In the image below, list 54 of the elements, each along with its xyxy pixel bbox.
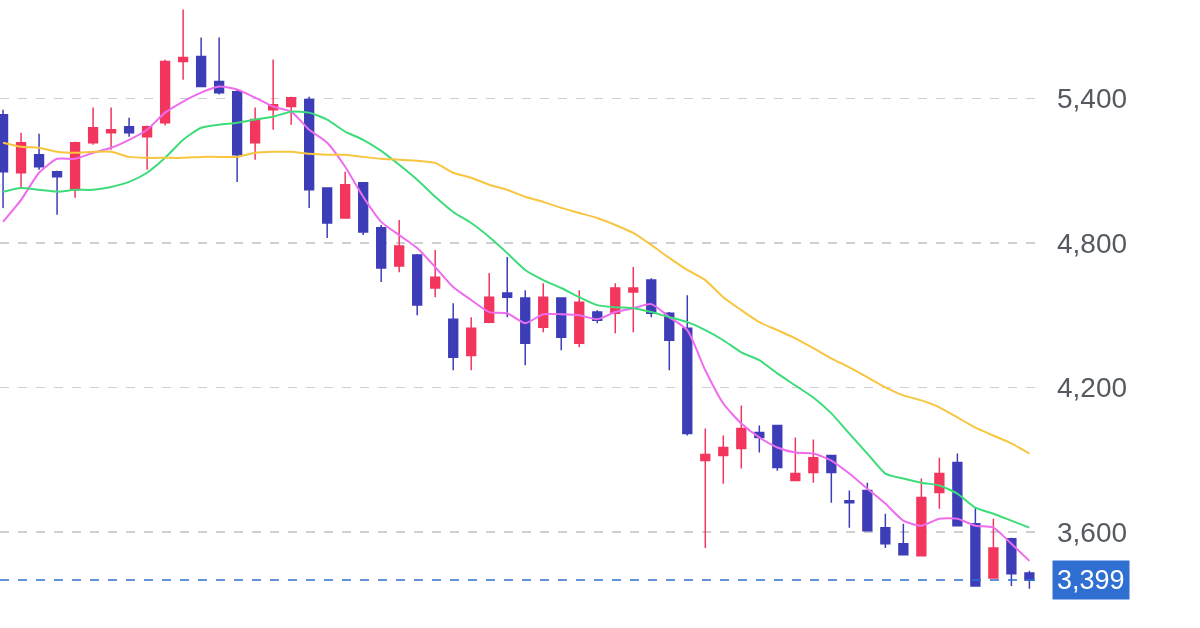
candlestick [322,187,333,239]
candlestick [87,106,99,146]
candlestick [15,132,27,188]
candlestick [33,133,45,171]
candlestick [484,272,495,324]
candlestick [1006,537,1017,587]
candlestick [177,8,189,81]
candlestick [916,477,927,557]
candlestick [358,181,369,236]
candlestick [195,36,207,88]
candlestick [123,116,135,138]
y-tick-label: 3,600 [1057,516,1128,548]
ref-line-label: 3,399 [1057,565,1125,595]
candlestick [736,404,747,470]
candlestick [394,219,405,273]
candlestick [105,106,117,151]
candlestick [970,506,981,587]
candlestick [790,436,801,482]
candlestick [880,512,891,549]
candlestick [376,224,387,283]
candlestick [538,282,549,334]
candlestick [682,294,693,437]
candlestick [628,266,639,334]
candlestick [988,518,999,579]
candlestick [430,249,441,298]
candlestick [934,456,945,510]
y-tick-label: 4,800 [1057,227,1128,259]
candlestick [556,296,567,352]
candlestick [159,58,171,127]
y-tick-label: 4,200 [1057,372,1128,404]
candlestick [700,427,711,549]
candlestick [898,523,909,556]
candlestick [844,489,855,529]
line-series [2,141,1031,455]
candlestick [249,106,261,161]
candlestick [808,438,819,484]
candlestick [862,481,873,532]
candlestick [520,289,531,366]
candlestick [502,256,513,318]
candlestick [213,36,225,96]
candlestick [448,302,459,372]
candlestick [412,253,423,316]
candlestick [304,95,315,209]
candlestick [772,424,783,472]
candlestick [952,452,963,527]
candlestick [466,316,477,372]
candlestick [718,434,729,485]
y-tick-label: 5,400 [1057,83,1128,115]
candlestick [0,108,9,209]
candlestick [340,171,351,219]
candlestick [231,88,243,183]
candlestick [574,289,585,348]
candlestick [285,95,297,126]
candlestick [51,170,63,216]
